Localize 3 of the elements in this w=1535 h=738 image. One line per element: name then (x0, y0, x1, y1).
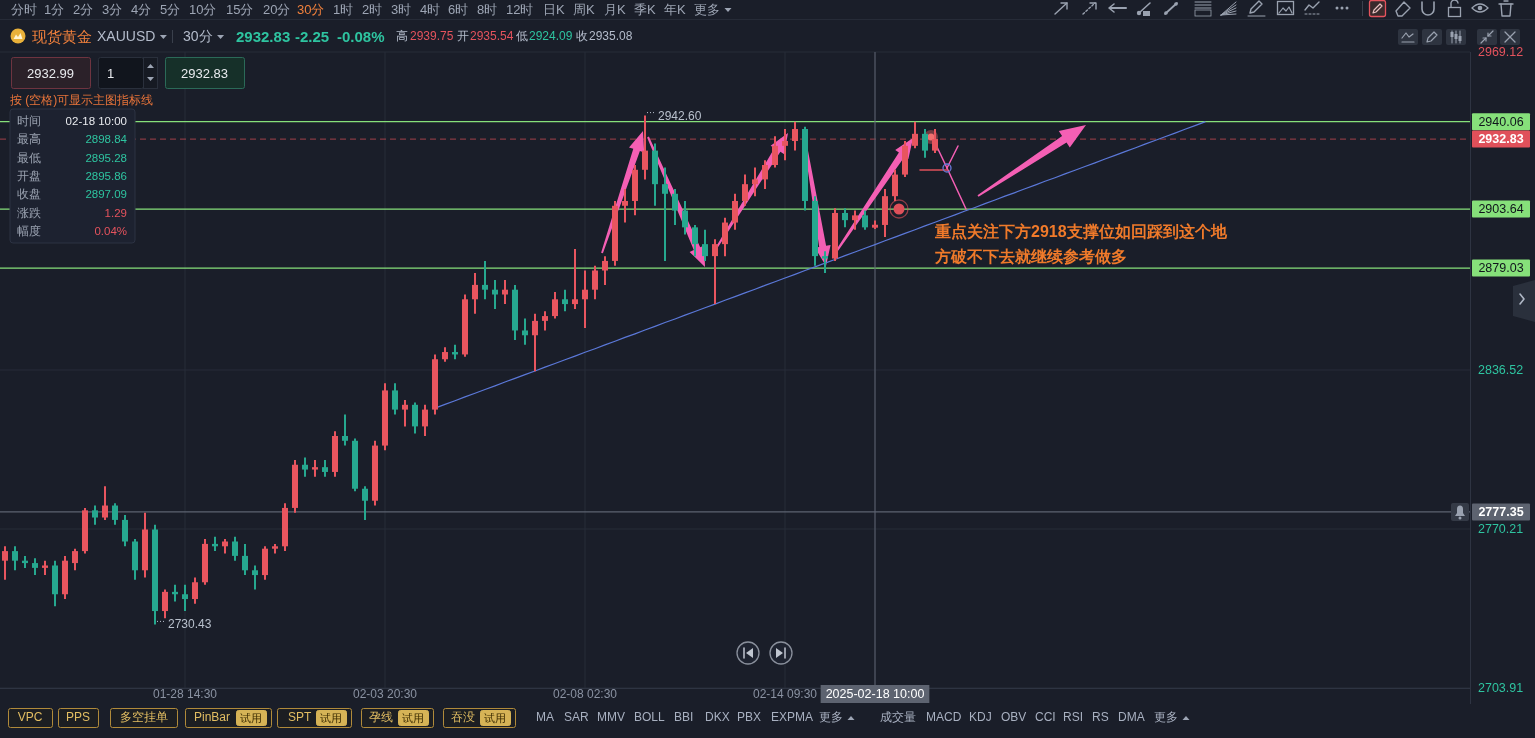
annotation: 重点关注下方2918支撑位如回踩到这个地方破不下去就继续参考做多 (935, 222, 1227, 265)
title: 现货黄金 (32, 27, 92, 45)
subtitle: XAUUSD (97, 28, 156, 44)
